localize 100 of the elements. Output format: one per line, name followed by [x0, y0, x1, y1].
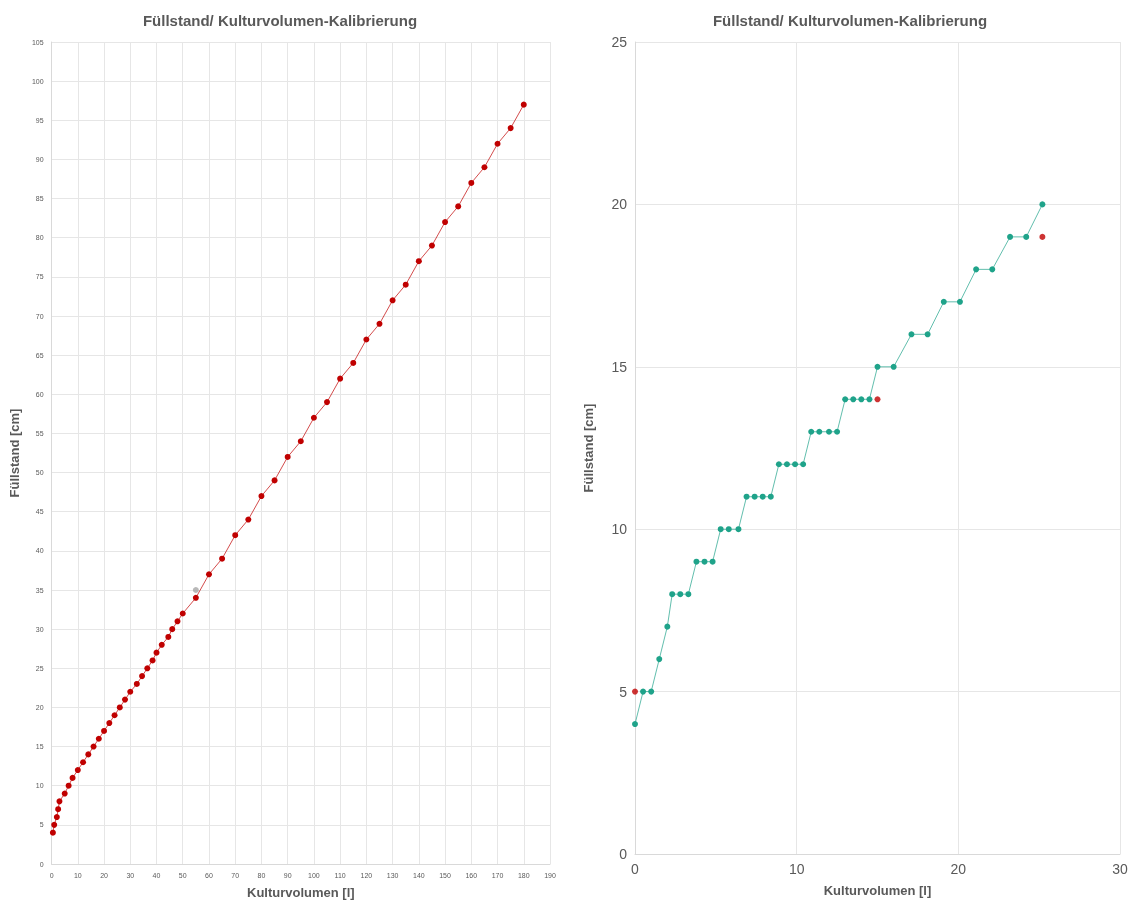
point — [507, 125, 514, 132]
point — [192, 587, 199, 593]
point — [816, 428, 823, 435]
point — [169, 626, 176, 633]
point — [989, 266, 996, 273]
point — [165, 633, 172, 640]
point — [174, 618, 181, 625]
point — [153, 649, 160, 656]
point — [258, 493, 265, 500]
point — [402, 281, 409, 288]
chart-title: Füllstand/ Kulturvolumen-Kalibrierung — [142, 12, 418, 29]
point — [80, 759, 87, 766]
x-tick-label: 20 — [950, 861, 967, 877]
point — [192, 594, 199, 601]
point — [685, 591, 692, 598]
point — [632, 688, 638, 695]
point — [144, 665, 151, 672]
point — [664, 623, 671, 630]
point — [363, 336, 370, 343]
point — [1039, 233, 1046, 240]
point — [656, 656, 663, 663]
point — [106, 720, 113, 727]
point — [520, 101, 527, 108]
point — [158, 641, 165, 648]
y-tick-label: 0 — [619, 846, 628, 862]
point — [56, 798, 63, 805]
point — [908, 331, 915, 338]
point — [800, 461, 807, 468]
point — [65, 782, 72, 789]
chart-title: Füllstand/ Kulturvolumen-Kalibrierung — [712, 12, 988, 29]
point — [127, 688, 134, 695]
y-tick-label: 15 — [611, 358, 628, 375]
point — [759, 493, 766, 500]
y-tick-label: 20 — [611, 196, 628, 213]
point — [205, 571, 212, 578]
point — [219, 555, 226, 562]
point — [677, 591, 684, 598]
point — [850, 396, 857, 403]
point — [834, 428, 841, 435]
point — [284, 453, 291, 460]
point — [775, 461, 782, 468]
x-tick-label: 30 — [1112, 861, 1128, 877]
point — [133, 680, 140, 687]
point — [924, 331, 931, 338]
point — [842, 396, 849, 403]
point — [890, 363, 897, 370]
point — [973, 266, 980, 273]
point — [232, 532, 239, 539]
point — [95, 735, 102, 742]
point — [808, 428, 815, 435]
point — [139, 673, 146, 680]
point — [783, 461, 790, 468]
point — [55, 806, 62, 813]
point — [442, 219, 449, 226]
point — [1039, 201, 1046, 208]
point — [376, 320, 383, 327]
point — [69, 774, 76, 781]
point — [428, 242, 435, 249]
point — [717, 526, 724, 533]
x-axis-title: Kulturvolumen [l] — [823, 883, 932, 898]
point — [858, 396, 865, 403]
point — [350, 359, 357, 366]
point — [648, 688, 655, 695]
y-tick-label: 5 — [619, 683, 628, 700]
point — [271, 477, 278, 484]
point — [767, 493, 774, 500]
point — [415, 258, 422, 265]
point — [735, 526, 742, 533]
point — [1007, 233, 1014, 240]
point — [85, 751, 92, 758]
point — [940, 298, 947, 305]
point — [49, 829, 56, 836]
x-tick-label: 10 — [788, 861, 805, 877]
point — [324, 399, 331, 406]
point — [632, 721, 638, 728]
point — [874, 363, 881, 370]
point — [826, 428, 832, 435]
point — [743, 493, 750, 500]
point — [111, 712, 118, 719]
point — [51, 821, 58, 828]
y-axis-title: Füllstand [cm] — [581, 403, 596, 493]
point — [389, 297, 396, 304]
point — [874, 396, 881, 403]
point — [481, 164, 488, 171]
point — [669, 591, 676, 598]
y-tick-label: 25 — [611, 34, 628, 50]
point — [74, 767, 81, 774]
point — [709, 558, 716, 565]
point — [956, 298, 963, 305]
point — [116, 704, 123, 711]
point — [693, 558, 700, 565]
point — [494, 140, 501, 147]
point — [455, 203, 462, 210]
point — [297, 438, 304, 445]
point — [149, 657, 156, 664]
point — [122, 696, 129, 703]
point — [90, 743, 97, 750]
point — [792, 461, 799, 468]
point — [640, 688, 647, 695]
point — [1023, 233, 1030, 240]
